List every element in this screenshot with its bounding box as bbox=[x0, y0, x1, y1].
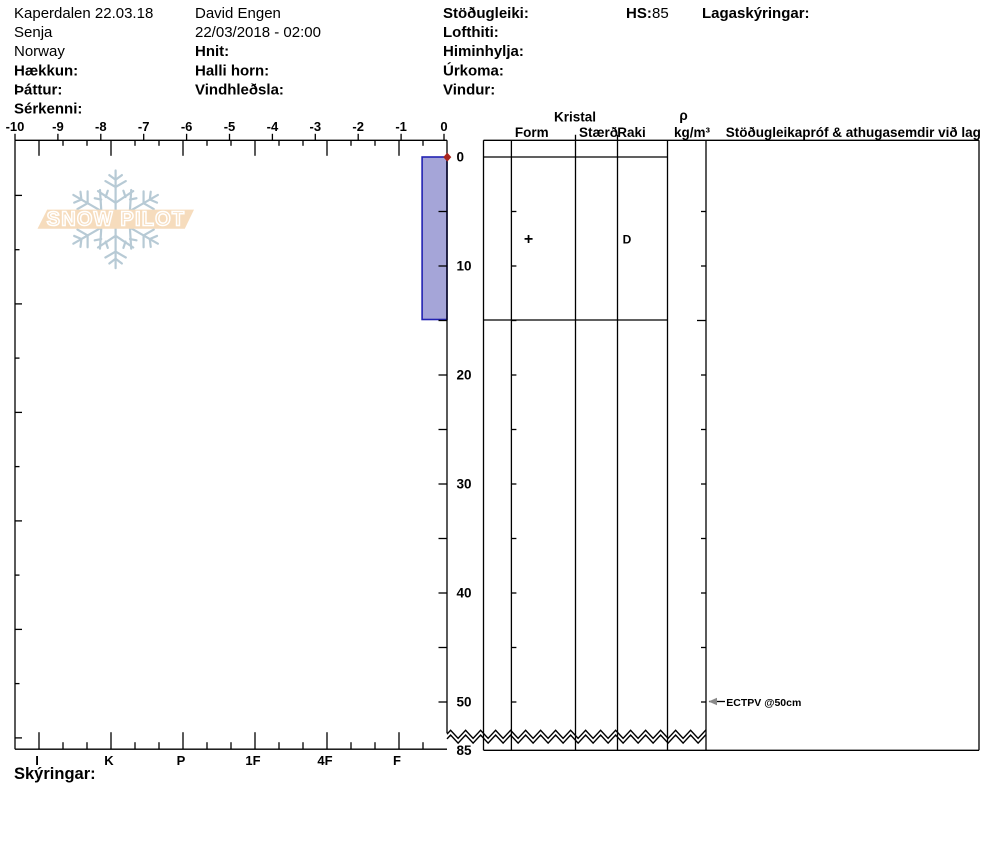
svg-text:Úrkoma:: Úrkoma: bbox=[443, 61, 504, 79]
svg-text:-2: -2 bbox=[352, 119, 364, 134]
svg-text:Lofthiti:: Lofthiti: bbox=[443, 24, 499, 41]
svg-text:Himinhylja:: Himinhylja: bbox=[443, 43, 524, 60]
svg-text:Kristal: Kristal bbox=[554, 110, 596, 125]
svg-text:I: I bbox=[35, 753, 39, 768]
svg-text:ECTPV @50cm: ECTPV @50cm bbox=[726, 697, 801, 709]
svg-text:22/03/2018 - 02:00: 22/03/2018 - 02:00 bbox=[195, 24, 321, 41]
svg-text:Stærð: Stærð bbox=[579, 125, 618, 140]
svg-text:1F: 1F bbox=[245, 753, 260, 768]
svg-text:0: 0 bbox=[440, 119, 447, 134]
svg-text:HS:: HS: bbox=[626, 5, 652, 22]
svg-text:-4: -4 bbox=[267, 119, 279, 134]
svg-text:Stöðugleikapróf & athugasemdir: Stöðugleikapróf & athugasemdir við lag bbox=[726, 125, 981, 140]
svg-text:Vindur:: Vindur: bbox=[443, 81, 495, 98]
svg-text:-8: -8 bbox=[95, 119, 107, 134]
svg-text:Hnit:: Hnit: bbox=[195, 43, 229, 60]
svg-text:SNOW PILOT: SNOW PILOT bbox=[47, 209, 186, 231]
svg-text:-3: -3 bbox=[310, 119, 322, 134]
svg-text:-1: -1 bbox=[395, 119, 407, 134]
svg-text:40: 40 bbox=[457, 586, 472, 601]
svg-text:Vindhleðsla:: Vindhleðsla: bbox=[195, 81, 284, 98]
svg-text:-5: -5 bbox=[224, 119, 236, 134]
svg-text:-9: -9 bbox=[52, 119, 64, 134]
svg-text:Form: Form bbox=[515, 125, 549, 140]
svg-text:D: D bbox=[623, 233, 632, 247]
svg-text:Þáttur:: Þáttur: bbox=[14, 81, 62, 98]
svg-text:F: F bbox=[393, 753, 401, 768]
svg-text:85: 85 bbox=[457, 743, 473, 758]
svg-text:David Engen: David Engen bbox=[195, 5, 281, 22]
svg-text:ρ: ρ bbox=[679, 108, 687, 123]
svg-text:20: 20 bbox=[457, 368, 472, 383]
svg-text:0: 0 bbox=[457, 150, 465, 165]
svg-text:30: 30 bbox=[457, 477, 472, 492]
svg-text:Sérkenni:: Sérkenni: bbox=[14, 101, 82, 118]
svg-text:Skýringar:: Skýringar: bbox=[14, 765, 96, 783]
svg-text:Senja: Senja bbox=[14, 24, 53, 41]
svg-text:Raki: Raki bbox=[617, 125, 646, 140]
svg-text:K: K bbox=[104, 753, 114, 768]
svg-text:85: 85 bbox=[652, 5, 669, 22]
svg-text:Stöðugleiki:: Stöðugleiki: bbox=[443, 5, 529, 22]
svg-text:10: 10 bbox=[457, 259, 472, 274]
svg-text:Halli horn:: Halli horn: bbox=[195, 62, 269, 79]
svg-text:4F: 4F bbox=[317, 753, 332, 768]
svg-text:P: P bbox=[177, 753, 186, 768]
svg-text:Hækkun:: Hækkun: bbox=[14, 62, 78, 79]
svg-text:Kaperdalen 22.03.18: Kaperdalen 22.03.18 bbox=[14, 5, 153, 22]
svg-text:kg/m³: kg/m³ bbox=[674, 125, 711, 140]
svg-text:50: 50 bbox=[457, 695, 472, 710]
svg-text:-7: -7 bbox=[138, 119, 150, 134]
svg-text:+: + bbox=[524, 231, 533, 248]
svg-text:-10: -10 bbox=[6, 119, 25, 134]
svg-text:Lagaskýringar:: Lagaskýringar: bbox=[702, 5, 810, 22]
svg-text:-6: -6 bbox=[181, 119, 193, 134]
svg-text:Norway: Norway bbox=[14, 43, 65, 60]
